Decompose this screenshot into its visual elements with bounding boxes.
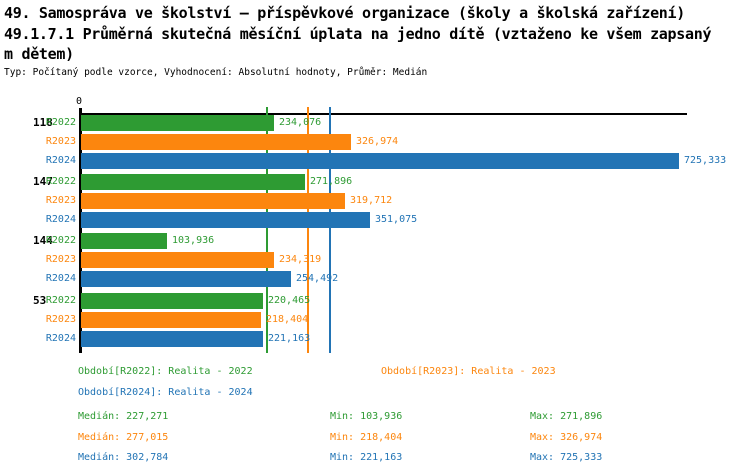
bar-value-label-r2024-144: 254,492 (296, 273, 339, 284)
bar-r2022-147 (81, 174, 305, 190)
stat-max-r2024: Max: 725,333 (530, 452, 603, 463)
bar-r2023-118 (81, 134, 351, 150)
bar-r2022-53 (81, 293, 263, 309)
bar-value-label-r2023-118: 326,974 (356, 136, 399, 147)
legend-item-r2024: Období[R2024]: Realita - 2024 (78, 387, 253, 398)
stat-max-r2023: Max: 326,974 (530, 432, 603, 443)
bar-value-label-r2024-147: 351,075 (375, 214, 418, 225)
series-row-label-r2022: R2022 (45, 176, 76, 187)
series-row-label-r2022: R2022 (45, 235, 76, 246)
stat-min-r2023: Min: 218,404 (330, 432, 403, 443)
group-label-144: 144 (33, 234, 53, 247)
group-label-147: 147 (33, 175, 53, 188)
series-row-label-r2023: R2023 (45, 254, 76, 265)
bar-value-label-r2022-118: 234,076 (279, 117, 322, 128)
meta-line: Typ: Počítaný podle vzorce, Vyhodnocení:… (4, 67, 428, 78)
bar-r2024-144 (81, 271, 291, 287)
bar-value-label-r2024-118: 725,333 (684, 155, 727, 166)
bar-r2024-118 (81, 153, 679, 169)
bar-r2023-53 (81, 312, 261, 328)
series-row-label-r2024: R2024 (45, 333, 76, 344)
legend-item-r2022: Období[R2022]: Realita - 2022 (78, 366, 253, 377)
bar-value-label-r2023-147: 319,712 (350, 195, 393, 206)
title-line-1: 49. Samospráva ve školství – příspěvkové… (4, 4, 686, 22)
bar-r2022-144 (81, 233, 167, 249)
bar-r2024-53 (81, 331, 263, 347)
series-row-label-r2023: R2023 (45, 195, 76, 206)
bar-value-label-r2023-53: 218,404 (266, 314, 309, 325)
title-line-3: m dětem) (4, 45, 74, 63)
y-axis-line (79, 108, 82, 353)
bar-r2023-144 (81, 252, 274, 268)
median-line-r2024 (328, 107, 331, 353)
median-line-r2023 (307, 107, 310, 353)
stat-min-r2022: Min: 103,936 (330, 411, 403, 422)
series-row-label-r2022: R2022 (45, 117, 76, 128)
stat-median-r2024: Medián: 302,784 (78, 452, 169, 463)
bar-r2023-147 (81, 193, 345, 209)
legend-item-r2023: Období[R2023]: Realita - 2023 (381, 366, 556, 377)
bar-r2024-147 (81, 212, 370, 228)
bar-value-label-r2022-53: 220,465 (268, 295, 311, 306)
origin-tick-label: 0 (75, 96, 83, 107)
series-row-label-r2024: R2024 (45, 273, 76, 284)
series-row-label-r2023: R2023 (45, 314, 76, 325)
stat-median-r2023: Medián: 277,015 (78, 432, 169, 443)
x-axis-line (79, 113, 687, 115)
series-row-label-r2024: R2024 (45, 214, 76, 225)
bar-value-label-r2023-144: 234,319 (279, 254, 322, 265)
title-line-2: 49.1.7.1 Průměrná skutečná měsíční úplat… (4, 25, 712, 43)
stat-max-r2022: Max: 271,896 (530, 411, 603, 422)
bar-value-label-r2022-144: 103,936 (172, 235, 215, 246)
median-line-r2022 (266, 107, 269, 353)
stat-min-r2024: Min: 221,163 (330, 452, 403, 463)
group-label-53: 53 (33, 294, 47, 307)
bar-r2022-118 (81, 115, 274, 131)
bar-value-label-r2022-147: 271,896 (310, 176, 353, 187)
bar-value-label-r2024-53: 221,163 (268, 333, 311, 344)
series-row-label-r2024: R2024 (45, 155, 76, 166)
series-row-label-r2022: R2022 (45, 295, 76, 306)
group-label-118: 118 (33, 116, 53, 129)
stat-median-r2022: Medián: 227,271 (78, 411, 169, 422)
series-row-label-r2023: R2023 (45, 136, 76, 147)
